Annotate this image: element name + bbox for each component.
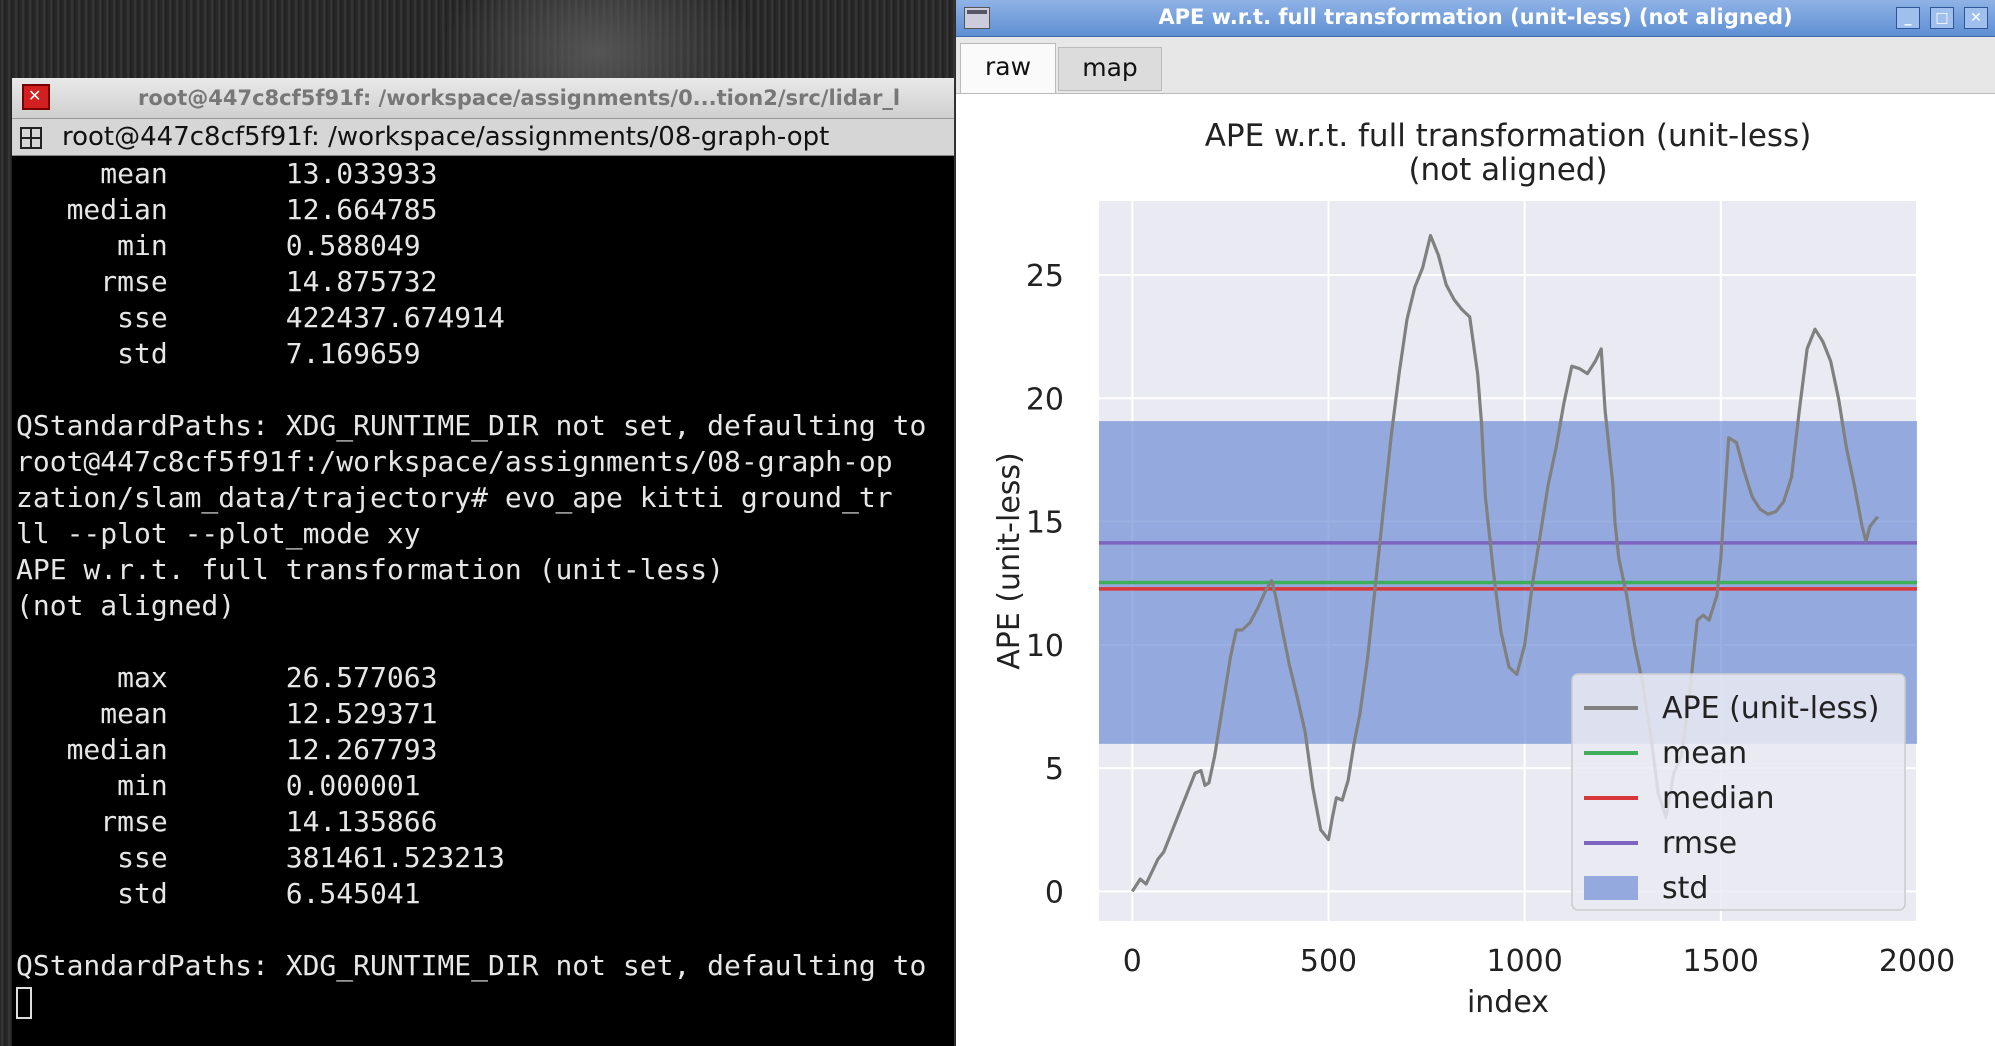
terminal-line: std 7.169659 — [16, 337, 421, 370]
terminal-line — [16, 624, 952, 660]
chart-title: APE w.r.t. full transformation (unit-les… — [1205, 118, 1812, 154]
x-tick-label: 2000 — [1879, 944, 1955, 979]
terminal-tab[interactable]: root@447c8cf5f91f: /workspace/assignment… — [12, 119, 954, 156]
x-tick-label: 500 — [1300, 944, 1357, 979]
terminal-line: QStandardPaths: XDG_RUNTIME_DIR not set,… — [16, 409, 927, 442]
terminal-line: zation/slam_data/trajectory# evo_ape kit… — [16, 481, 893, 514]
terminal-line: sse 381461.523213 — [16, 841, 505, 874]
terminal-line: sse 422437.674914 — [16, 301, 505, 334]
terminal-prompt-line[interactable] — [16, 984, 952, 1020]
terminal-line: QStandardPaths: XDG_RUNTIME_DIR not set,… — [16, 949, 927, 982]
tab-map[interactable]: map — [1058, 47, 1162, 91]
terminal-line — [16, 372, 952, 408]
plot-tabbar: raw map — [956, 37, 1995, 94]
ape-series-line — [1130, 233, 1880, 893]
close-icon[interactable] — [22, 84, 50, 110]
terminal-title: root@447c8cf5f91f: /workspace/assignment… — [138, 86, 901, 110]
ape-chart: 0 500 1000 1500 2000 0 5 10 15 20 25 index APE (unit… — [992, 118, 1955, 1020]
y-axis-label: APE (unit-less) — [992, 452, 1027, 670]
terminal-line: min 0.588049 — [16, 229, 421, 262]
x-tick-label: 1000 — [1486, 944, 1562, 979]
terminal-window[interactable]: root@447c8cf5f91f: /workspace/assignment… — [12, 78, 954, 1046]
tab-raw[interactable]: raw — [960, 43, 1056, 93]
window-menu-icon[interactable] — [964, 7, 990, 29]
legend-marker — [1584, 876, 1638, 900]
y-tick-label: 15 — [1026, 506, 1064, 541]
y-tick-label: 10 — [1026, 629, 1064, 664]
close-button[interactable]: ✕ — [1964, 7, 1988, 29]
legend-box — [1571, 673, 1906, 911]
terminal-line: mean 13.033933 — [16, 157, 438, 190]
x-tick-label: 1500 — [1683, 944, 1759, 979]
y-tick-label: 25 — [1026, 259, 1064, 294]
x-tick-label: 0 — [1123, 944, 1142, 979]
terminal-line: APE w.r.t. full transformation (unit-les… — [16, 553, 725, 586]
terminal-output[interactable]: mean 13.033933 median 12.664785 min 0.58… — [16, 156, 952, 1046]
cursor-icon — [16, 987, 32, 1019]
terminal-tab-label: root@447c8cf5f91f: /workspace/assignment… — [62, 122, 830, 152]
maximize-button[interactable]: □ — [1930, 7, 1954, 29]
legend-label: mean — [1662, 736, 1747, 771]
plot-window[interactable]: APE w.r.t. full transformation (unit-les… — [956, 0, 1995, 1046]
terminal-titlebar[interactable]: root@447c8cf5f91f: /workspace/assignment… — [12, 78, 954, 119]
chart-subtitle: (not aligned) — [1408, 152, 1607, 188]
terminal-line: median 12.664785 — [16, 193, 438, 226]
split-pane-icon[interactable] — [20, 127, 42, 149]
terminal-line: mean 12.529371 — [16, 697, 438, 730]
plot-canvas: 0 500 1000 1500 2000 0 5 10 15 20 25 index APE (unit… — [956, 94, 1995, 1046]
terminal-line: ll --plot --plot_mode xy — [16, 517, 421, 550]
terminal-line: std 6.545041 — [16, 877, 421, 910]
terminal-line: root@447c8cf5f91f:/workspace/assignments… — [16, 445, 893, 478]
terminal-line: median 12.267793 — [16, 733, 438, 766]
plot-window-title: APE w.r.t. full transformation (unit-les… — [1158, 5, 1793, 29]
legend-label: median — [1662, 781, 1774, 816]
legend-label: APE (unit-less) — [1662, 691, 1880, 726]
terminal-line: (not aligned) — [16, 589, 236, 622]
terminal-line: rmse 14.135866 — [16, 805, 438, 838]
x-axis-label: index — [1467, 985, 1549, 1020]
y-tick-label: 20 — [1026, 382, 1064, 417]
y-tick-label: 5 — [1045, 752, 1064, 787]
terminal-line — [16, 912, 952, 948]
terminal-line: min 0.000001 — [16, 769, 421, 802]
minimize-button[interactable]: _ — [1896, 7, 1920, 29]
terminal-line: max 26.577063 — [16, 661, 438, 694]
plot-window-titlebar[interactable]: APE w.r.t. full transformation (unit-les… — [956, 0, 1995, 37]
y-tick-label: 0 — [1045, 875, 1064, 910]
legend-label: rmse — [1662, 826, 1737, 861]
legend-label: std — [1662, 871, 1708, 906]
terminal-line: rmse 14.875732 — [16, 265, 438, 298]
